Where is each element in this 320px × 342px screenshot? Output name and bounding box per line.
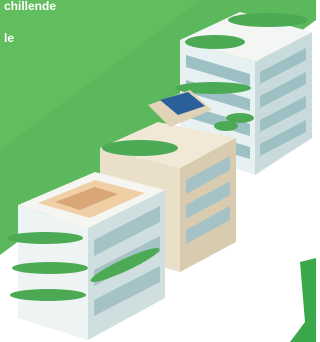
green-shape	[290, 258, 316, 342]
illustration: chillende le	[0, 0, 316, 342]
caption-line: chillende	[4, 0, 56, 13]
caption-line: le	[4, 31, 14, 45]
